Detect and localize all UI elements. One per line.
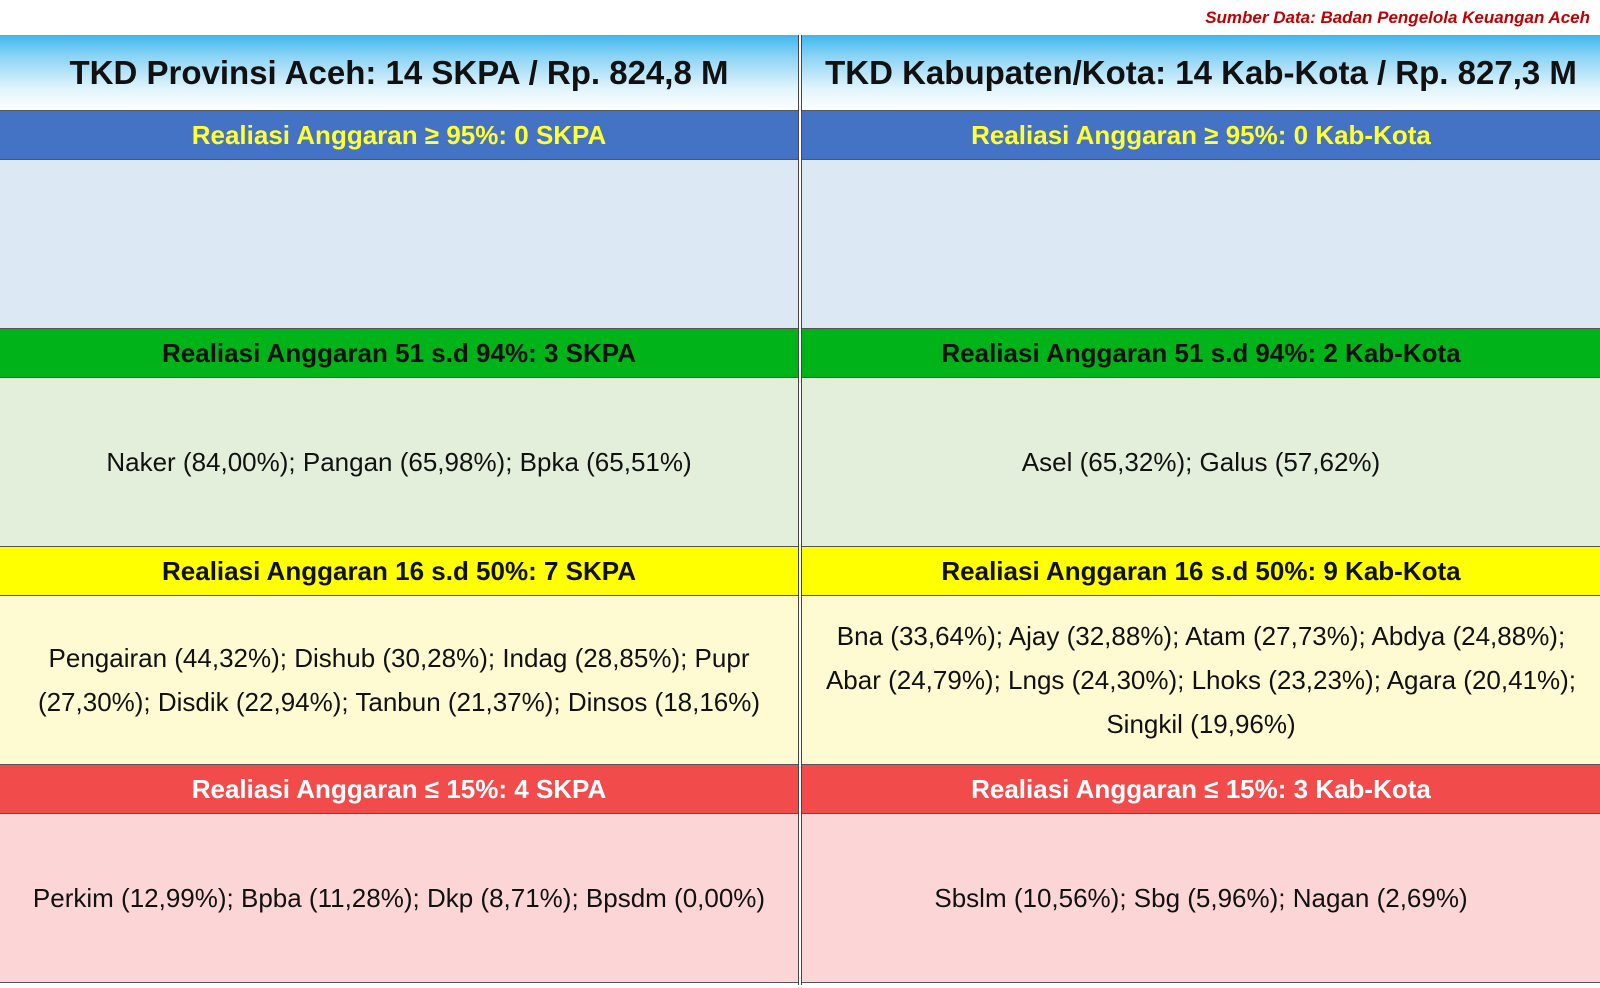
regency-band-15: Realiasi Anggaran ≤ 15%: 3 Kab-Kota <box>802 765 1600 814</box>
source-note: Sumber Data: Badan Pengelola Keuangan Ac… <box>1205 8 1590 27</box>
province-list-95 <box>0 160 798 329</box>
province-band-95: Realiasi Anggaran ≥ 95%: 0 SKPA <box>0 111 798 160</box>
regency-column: TKD Kabupaten/Kota: 14 Kab-Kota / Rp. 82… <box>802 35 1600 985</box>
regency-band-16-50: Realiasi Anggaran 16 s.d 50%: 9 Kab-Kota <box>802 547 1600 596</box>
province-band-15: Realiasi Anggaran ≤ 15%: 4 SKPA <box>0 765 798 814</box>
province-title: TKD Provinsi Aceh: 14 SKPA / Rp. 824,8 M <box>0 35 798 111</box>
province-list-15: Perkim (12,99%); Bpba (11,28%); Dkp (8,7… <box>0 814 798 983</box>
regency-band-95: Realiasi Anggaran ≥ 95%: 0 Kab-Kota <box>802 111 1600 160</box>
regency-list-95 <box>802 160 1600 329</box>
regency-list-16-50: Bna (33,64%); Ajay (32,88%); Atam (27,73… <box>802 596 1600 765</box>
column-divider <box>798 35 802 985</box>
province-list-16-50: Pengairan (44,32%); Dishub (30,28%); Ind… <box>0 596 798 765</box>
province-column: TKD Provinsi Aceh: 14 SKPA / Rp. 824,8 M… <box>0 35 798 985</box>
regency-title: TKD Kabupaten/Kota: 14 Kab-Kota / Rp. 82… <box>802 35 1600 111</box>
province-band-16-50: Realiasi Anggaran 16 s.d 50%: 7 SKPA <box>0 547 798 596</box>
regency-band-51-94: Realiasi Anggaran 51 s.d 94%: 2 Kab-Kota <box>802 329 1600 378</box>
province-band-51-94: Realiasi Anggaran 51 s.d 94%: 3 SKPA <box>0 329 798 378</box>
regency-list-51-94: Asel (65,32%); Galus (57,62%) <box>802 378 1600 547</box>
budget-table: TKD Provinsi Aceh: 14 SKPA / Rp. 824,8 M… <box>0 35 1600 985</box>
province-list-51-94: Naker (84,00%); Pangan (65,98%); Bpka (6… <box>0 378 798 547</box>
regency-list-15: Sbslm (10,56%); Sbg (5,96%); Nagan (2,69… <box>802 814 1600 983</box>
